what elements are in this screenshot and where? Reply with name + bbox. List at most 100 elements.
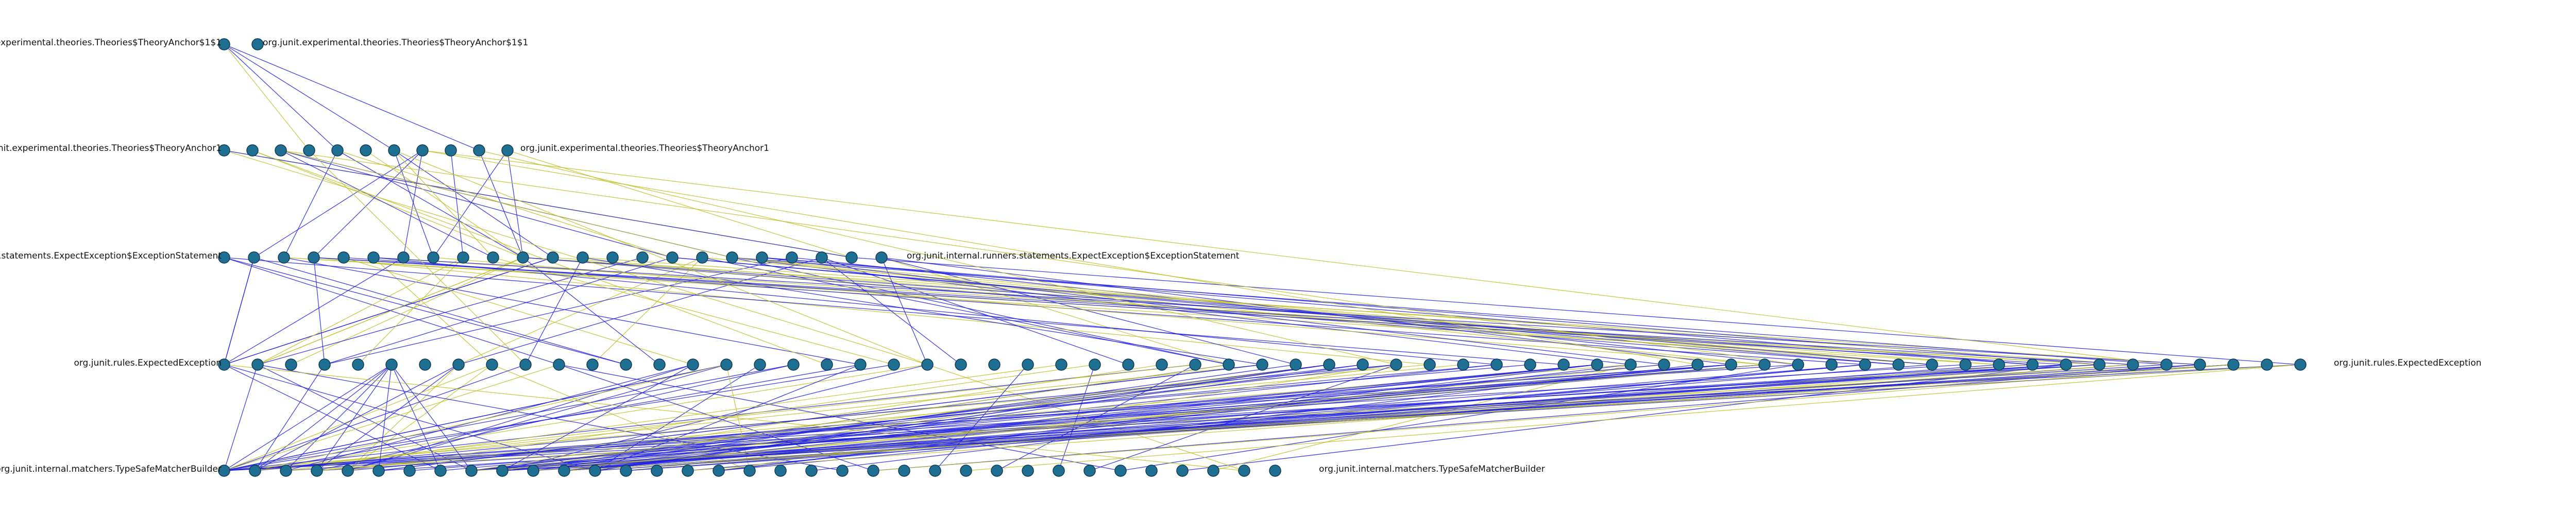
call-edge: [873, 364, 2200, 471]
skip-edge: [479, 150, 1397, 365]
graph-node: [465, 465, 478, 477]
graph-node: [251, 38, 264, 50]
call-edge: [687, 364, 1866, 471]
reference-edge: [257, 257, 464, 365]
graph-node: [360, 144, 372, 157]
converging-edge: [533, 364, 1296, 471]
graph-node: [921, 358, 934, 371]
reference-edge: [224, 44, 310, 151]
graph-node: [786, 251, 798, 264]
graph-node: [2227, 358, 2240, 371]
call-edge: [224, 364, 526, 471]
call-edge: [283, 257, 861, 365]
reference-edge: [285, 364, 1062, 471]
graph-node: [1290, 358, 1302, 371]
call-edge: [224, 257, 404, 365]
graph-node: [991, 465, 1003, 477]
call-edge: [450, 150, 464, 258]
graph-node: [457, 251, 469, 264]
call-edge: [224, 257, 1564, 365]
graph-node: [1892, 358, 1905, 371]
graph-node: [726, 251, 738, 264]
graph-node: [501, 144, 514, 157]
graph-node: [280, 465, 292, 477]
graph-node: [218, 144, 230, 157]
call-edge: [224, 257, 553, 365]
skip-edge: [252, 150, 827, 365]
call-edge: [224, 257, 626, 365]
call-edge: [347, 364, 693, 471]
graph-node: [403, 465, 416, 477]
graph-node: [2160, 358, 2173, 371]
call-edge: [257, 257, 643, 365]
graph-node: [318, 358, 331, 371]
node-label-left: org.junit.internal.runners.statements.Ex…: [0, 251, 222, 261]
graph-node: [720, 358, 733, 371]
call-edge: [255, 364, 459, 471]
graph-node: [1557, 358, 1570, 371]
graph-node: [303, 144, 315, 157]
graph-node: [787, 358, 800, 371]
skip-edge: [422, 150, 2167, 365]
graph-node: [636, 251, 649, 264]
reference-edge: [316, 364, 1464, 471]
call-edge: [280, 150, 494, 258]
call-edge: [391, 364, 441, 471]
call-edge: [522, 257, 660, 365]
graph-node: [1490, 358, 1503, 371]
call-edge: [224, 44, 480, 151]
node-label-left: org.junit.rules.ExpectedException: [74, 358, 222, 368]
graph-node: [867, 465, 879, 477]
reference-edge: [280, 150, 733, 258]
graph-node: [397, 251, 410, 264]
call-edge: [558, 364, 874, 471]
graph-node: [1022, 358, 1034, 371]
node-label-right: org.junit.internal.runners.statements.Ex…: [907, 251, 1240, 261]
graph-node: [1176, 465, 1189, 477]
node-label-left: org.junit.experimental.theories.Theories…: [0, 143, 222, 153]
converging-edge: [564, 364, 2234, 471]
graph-node: [821, 358, 833, 371]
graph-node: [1122, 358, 1134, 371]
graph-node: [653, 358, 666, 371]
call-edge: [224, 364, 727, 471]
reference-edge: [283, 257, 1999, 365]
graph-node: [1145, 465, 1158, 477]
graph-node: [836, 465, 849, 477]
reference-edge: [255, 364, 727, 471]
graph-node: [388, 144, 400, 157]
converging-edge: [471, 364, 1765, 471]
graph-node: [1323, 358, 1335, 371]
reference-edge: [252, 150, 523, 258]
label-layer: org.junit.experimental.theories.Theories…: [0, 38, 2482, 474]
call-edge: [502, 364, 693, 471]
graph-node: [1457, 358, 1469, 371]
graph-node: [2127, 358, 2139, 371]
node-label-right: org.junit.experimental.theories.Theories…: [520, 143, 769, 153]
reference-edge: [313, 257, 1430, 365]
node-label-left: org.junit.internal.matchers.TypeSafeMatc…: [0, 464, 222, 474]
reference-edge: [492, 364, 750, 471]
converging-edge: [471, 364, 1363, 471]
graph-node: [682, 465, 694, 477]
graph-node: [311, 465, 323, 477]
graph-node: [875, 251, 888, 264]
graph-node: [218, 358, 230, 371]
call-edge: [433, 150, 508, 258]
converging-edge: [471, 364, 2100, 471]
call-edge: [255, 364, 861, 471]
graph-node: [1959, 358, 1972, 371]
reference-edge: [394, 150, 494, 258]
long-edge: [313, 257, 2066, 365]
call-edge: [525, 257, 583, 365]
graph-node: [1207, 465, 1219, 477]
converging-edge: [564, 364, 1330, 471]
skip-edge: [394, 150, 928, 365]
long-edge: [851, 257, 2301, 365]
call-edge: [285, 364, 392, 471]
skip-edge: [224, 150, 928, 365]
call-edge: [224, 364, 2301, 471]
call-edge: [791, 257, 1799, 365]
call-edge: [316, 364, 392, 471]
graph-node: [218, 465, 230, 477]
